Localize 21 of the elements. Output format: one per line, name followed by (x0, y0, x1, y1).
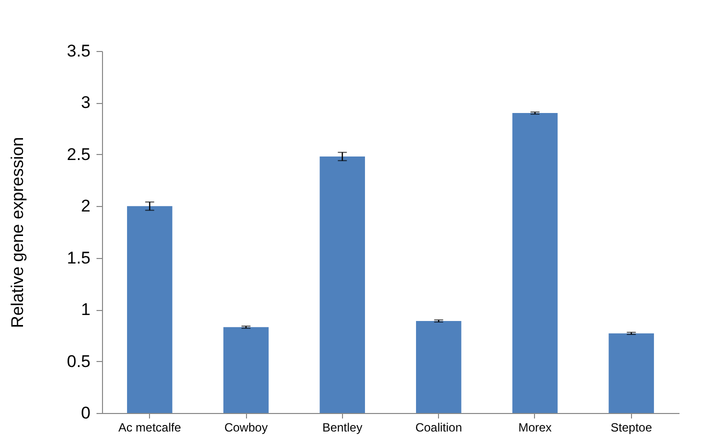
bar (608, 333, 654, 413)
bar (127, 206, 172, 413)
x-tick-label: Coalition (415, 420, 462, 434)
y-axis-title: Relative gene expression (8, 137, 27, 328)
y-tick-label: 0.5 (66, 352, 90, 371)
x-tick-label: Ac metcalfe (118, 420, 182, 434)
y-tick-label: 1 (81, 300, 90, 320)
x-tick-label: Morex (518, 420, 552, 434)
y-tick-label: 0 (81, 404, 90, 422)
bar (223, 327, 269, 413)
bar (512, 113, 558, 413)
x-tick-label: Bentley (322, 420, 362, 434)
y-tick-label: 1.5 (66, 248, 90, 268)
bar (320, 156, 365, 413)
y-tick-label: 2 (81, 196, 90, 216)
y-tick-label: 3.5 (66, 42, 90, 60)
y-tick-label: 3 (81, 93, 90, 112)
x-tick-label: Steptoe (610, 420, 652, 434)
bar (416, 320, 462, 413)
x-tick-label: Cowboy (224, 420, 268, 434)
y-tick-label: 2.5 (66, 144, 90, 164)
